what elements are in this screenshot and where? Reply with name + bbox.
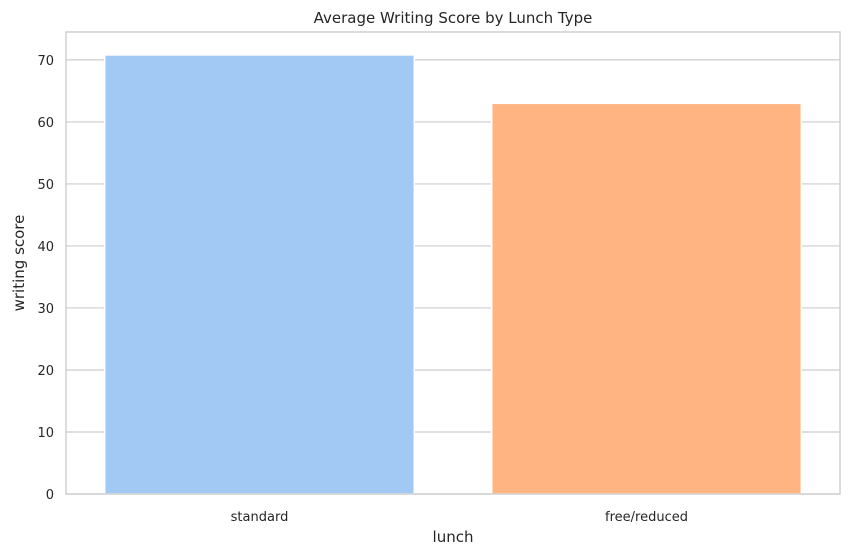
bar-free-reduced	[490, 102, 803, 495]
y-tick-label: 60	[37, 116, 54, 131]
x-tick-label: standard	[231, 510, 289, 525]
bar-standard	[103, 54, 416, 495]
x-tick-label: free/reduced	[605, 510, 688, 525]
y-tick-label: 10	[37, 426, 54, 441]
plot-frame	[65, 31, 841, 495]
x-axis-label: lunch	[433, 528, 474, 546]
y-tick-label: 50	[37, 178, 54, 193]
y-tick-label: 0	[46, 488, 54, 503]
y-axis-ticks: 0 10 20 30 40 50 60 70	[37, 54, 54, 503]
y-axis-label: writing score	[10, 215, 28, 312]
y-tick-label: 70	[37, 54, 54, 69]
y-tick-label: 20	[37, 364, 54, 379]
chart-title: Average Writing Score by Lunch Type	[314, 9, 593, 27]
y-tick-label: 40	[37, 240, 54, 255]
bars	[103, 54, 803, 495]
x-axis-ticks: standard free/reduced	[231, 510, 688, 525]
y-tick-label: 30	[37, 302, 54, 317]
